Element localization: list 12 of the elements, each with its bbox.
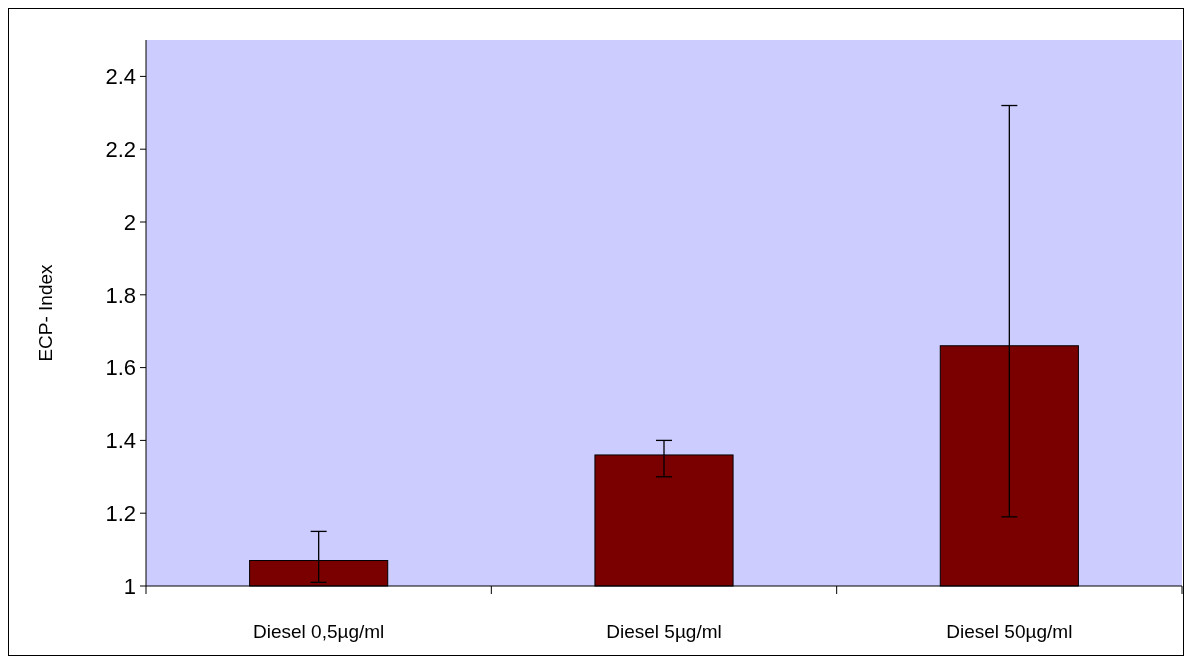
y-axis-title: ECP- Index (35, 263, 56, 362)
y-tick-label: 2.2 (105, 136, 136, 162)
x-tick-label: Diesel 50µg/ml (946, 621, 1073, 642)
y-tick-label: 1.2 (105, 500, 136, 526)
y-tick-label: 1.6 (105, 355, 136, 381)
y-tick-label: 1.8 (105, 282, 136, 308)
x-tick-label: Diesel 5µg/ml (606, 621, 722, 642)
y-tick-label: 2.4 (105, 64, 136, 90)
y-tick-label: 2 (123, 209, 136, 235)
y-tick-label: 1 (123, 573, 136, 599)
y-tick-label: 1.4 (105, 428, 136, 454)
x-tick-label: Diesel 0,5µg/ml (252, 621, 385, 642)
